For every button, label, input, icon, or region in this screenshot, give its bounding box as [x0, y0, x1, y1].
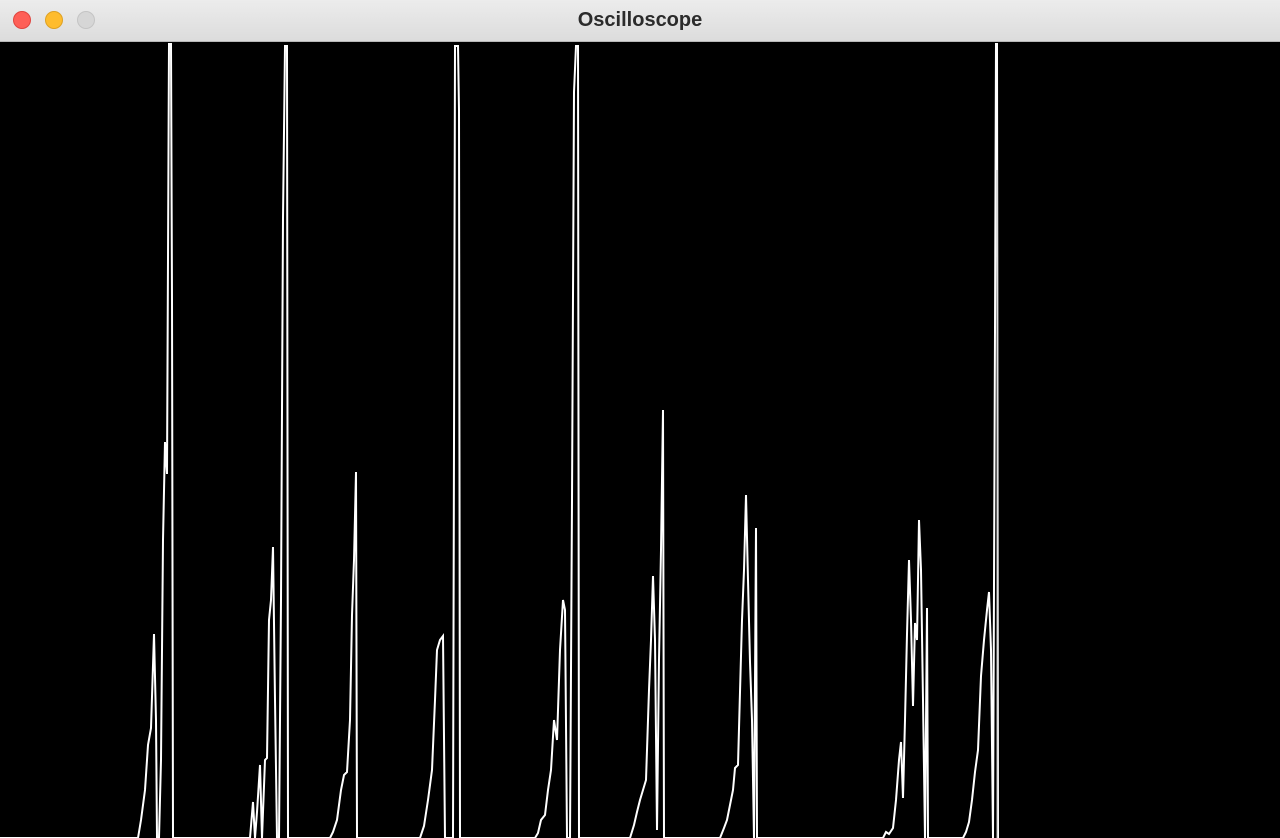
zoom-button[interactable]	[77, 11, 95, 29]
waveform-trace	[0, 43, 999, 838]
waveform-canvas	[0, 43, 999, 838]
oscilloscope-display	[0, 42, 1280, 838]
close-button[interactable]	[13, 11, 31, 29]
window-title: Oscilloscope	[577, 9, 703, 31]
title-bar[interactable]: Oscilloscope	[0, 0, 1280, 42]
minimize-button[interactable]	[45, 11, 63, 29]
